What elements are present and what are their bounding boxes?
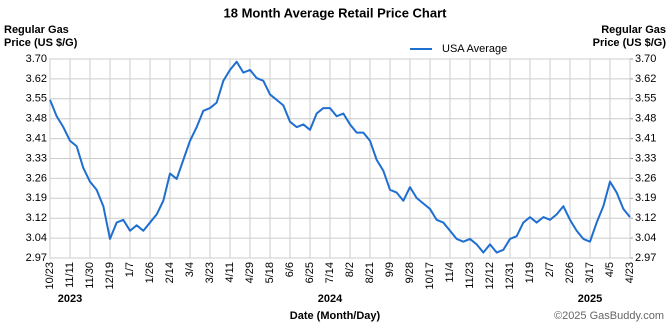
y-tick-label: 3.41 xyxy=(26,133,47,145)
y2-tick-label: 3.55 xyxy=(635,93,656,105)
y2-tick-label: 3.33 xyxy=(635,152,656,164)
y2-tick-label: 3.04 xyxy=(635,232,656,244)
y-tick-label: 3.04 xyxy=(26,232,47,244)
y-tick-label: 3.26 xyxy=(26,172,47,184)
y2-tick-label: 2.97 xyxy=(635,252,656,264)
y2-tick-label: 3.12 xyxy=(635,212,656,224)
y2-tick-label: 3.70 xyxy=(635,53,656,65)
y-tick-label: 3.62 xyxy=(26,73,47,85)
y2-tick-label: 3.41 xyxy=(635,133,656,145)
x-tick-label: 5/18 xyxy=(264,262,276,283)
x-tick-label: 9/28 xyxy=(404,262,416,283)
year-label: 2024 xyxy=(318,293,343,305)
x-tick-label: 11/23 xyxy=(464,262,476,289)
x-tick-label: 8/2 xyxy=(344,262,356,277)
x-tick-label: 4/11 xyxy=(224,262,236,283)
y-tick-label: 3.12 xyxy=(26,212,47,224)
y2-axis-title: Price (US $/G) xyxy=(593,37,667,49)
x-tick-label: 10/23 xyxy=(44,262,56,290)
x-tick-label: 3/17 xyxy=(584,262,596,283)
x-tick-label: 2/7 xyxy=(544,262,556,277)
x-tick-label: 11/11 xyxy=(64,262,76,288)
y-axis-title: Regular Gas xyxy=(4,24,69,36)
x-tick-label: 1/19 xyxy=(524,262,536,283)
x-tick-label: 12/19 xyxy=(104,262,116,290)
x-tick-label: 12/12 xyxy=(484,262,496,290)
x-tick-label: 3/4 xyxy=(184,262,196,277)
y-tick-label: 3.48 xyxy=(26,113,47,125)
y2-tick-label: 3.62 xyxy=(635,73,656,85)
legend-label: USA Average xyxy=(442,43,507,55)
x-tick-label: 1/7 xyxy=(124,262,136,277)
x-tick-label: 1/26 xyxy=(144,262,156,283)
y2-axis-title: Regular Gas xyxy=(601,24,666,36)
year-label: 2023 xyxy=(58,293,82,305)
x-tick-label: 11/30 xyxy=(84,262,96,289)
x-tick-label: 2/14 xyxy=(164,262,176,283)
y-tick-label: 3.55 xyxy=(26,93,47,105)
x-tick-label: 6/25 xyxy=(304,262,316,283)
y2-tick-label: 3.19 xyxy=(635,192,656,204)
price-line xyxy=(49,60,631,254)
x-tick-label: 12/31 xyxy=(504,262,516,290)
x-tick-label: 7/14 xyxy=(324,262,336,283)
y-tick-label: 2.97 xyxy=(26,252,47,264)
y-tick-label: 3.70 xyxy=(26,53,47,65)
y-tick-label: 3.33 xyxy=(26,152,47,164)
x-tick-label: 4/29 xyxy=(244,262,256,283)
chart-title: 18 Month Average Retail Price Chart xyxy=(224,5,448,20)
x-tick-label: 8/21 xyxy=(364,262,376,283)
y-axis-title: Price (US $/G) xyxy=(4,37,78,49)
x-tick-label: 10/17 xyxy=(424,262,436,290)
x-tick-label: 9/9 xyxy=(384,262,396,277)
y2-tick-label: 3.48 xyxy=(635,113,656,125)
y2-tick-label: 3.26 xyxy=(635,172,656,184)
x-tick-label: 11/4 xyxy=(444,262,456,283)
x-tick-label: 6/6 xyxy=(284,262,296,277)
year-label: 2025 xyxy=(578,293,602,305)
x-tick-label: 2/26 xyxy=(564,262,576,283)
x-tick-label: 4/5 xyxy=(604,262,616,277)
y-tick-label: 3.19 xyxy=(26,192,47,204)
x-axis-title: Date (Month/Day) xyxy=(290,310,381,322)
credit: ©2025 GasBuddy.com xyxy=(554,310,664,322)
x-tick-label: 4/23 xyxy=(624,262,636,283)
x-tick-label: 3/23 xyxy=(204,262,216,283)
